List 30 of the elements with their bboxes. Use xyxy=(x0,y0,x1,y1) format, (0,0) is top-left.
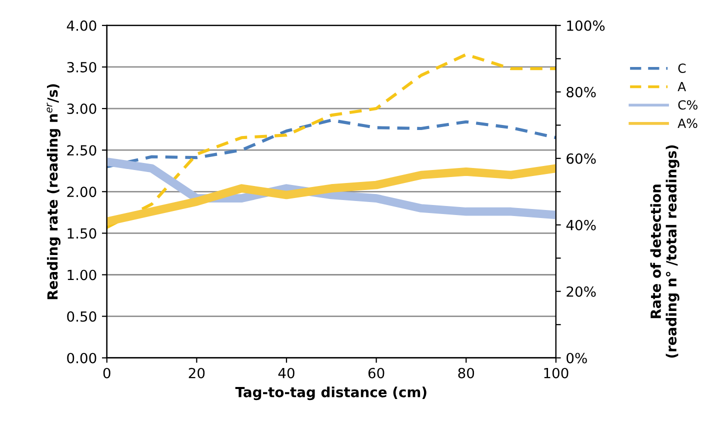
y-tick-label: 1.50 xyxy=(68,228,96,239)
y2-tick-label: 100% xyxy=(567,20,605,31)
y-tick-label: 0.00 xyxy=(67,352,96,364)
y2-tick-label: 80% xyxy=(566,86,596,98)
legend-label: A% xyxy=(678,118,698,128)
y-tick-label: 4.00 xyxy=(66,20,96,31)
y-tick-label: 2.50 xyxy=(67,145,96,156)
line-series xyxy=(106,52,556,229)
x-axis-title: Tag-to-tag distance (cm) xyxy=(235,386,426,400)
y2-tick-label: 60% xyxy=(566,153,596,164)
x-tick-label: 40 xyxy=(278,368,294,378)
y-tick-label: 3.50 xyxy=(67,62,96,72)
y2-axis-title: Rate of detection (reading n° /total readings) xyxy=(650,145,680,358)
line-series xyxy=(106,118,556,168)
x-tick-label: 80 xyxy=(458,368,474,378)
legend-label: A xyxy=(678,82,686,92)
legend-label: C xyxy=(678,64,686,73)
legend-label: C% xyxy=(678,100,698,110)
y2-tick-label: 20% xyxy=(566,286,596,297)
y-tick-label: 1.00 xyxy=(68,270,96,280)
y2-tick-label: 40% xyxy=(566,220,596,230)
y2-tick-label: 0% xyxy=(566,352,587,364)
x-tick-label: 100 xyxy=(544,368,568,378)
y-axis-title: Reading rate (reading n$^{er}$/s) xyxy=(46,84,61,300)
x-tick-label: 60 xyxy=(368,368,384,378)
y-tick-label: 3.00 xyxy=(67,104,96,114)
x-tick-label: 0 xyxy=(103,368,110,378)
y-tick-label: 0.50 xyxy=(67,311,96,322)
x-tick-label: 20 xyxy=(188,368,205,378)
y-tick-label: 2.00 xyxy=(67,186,96,198)
